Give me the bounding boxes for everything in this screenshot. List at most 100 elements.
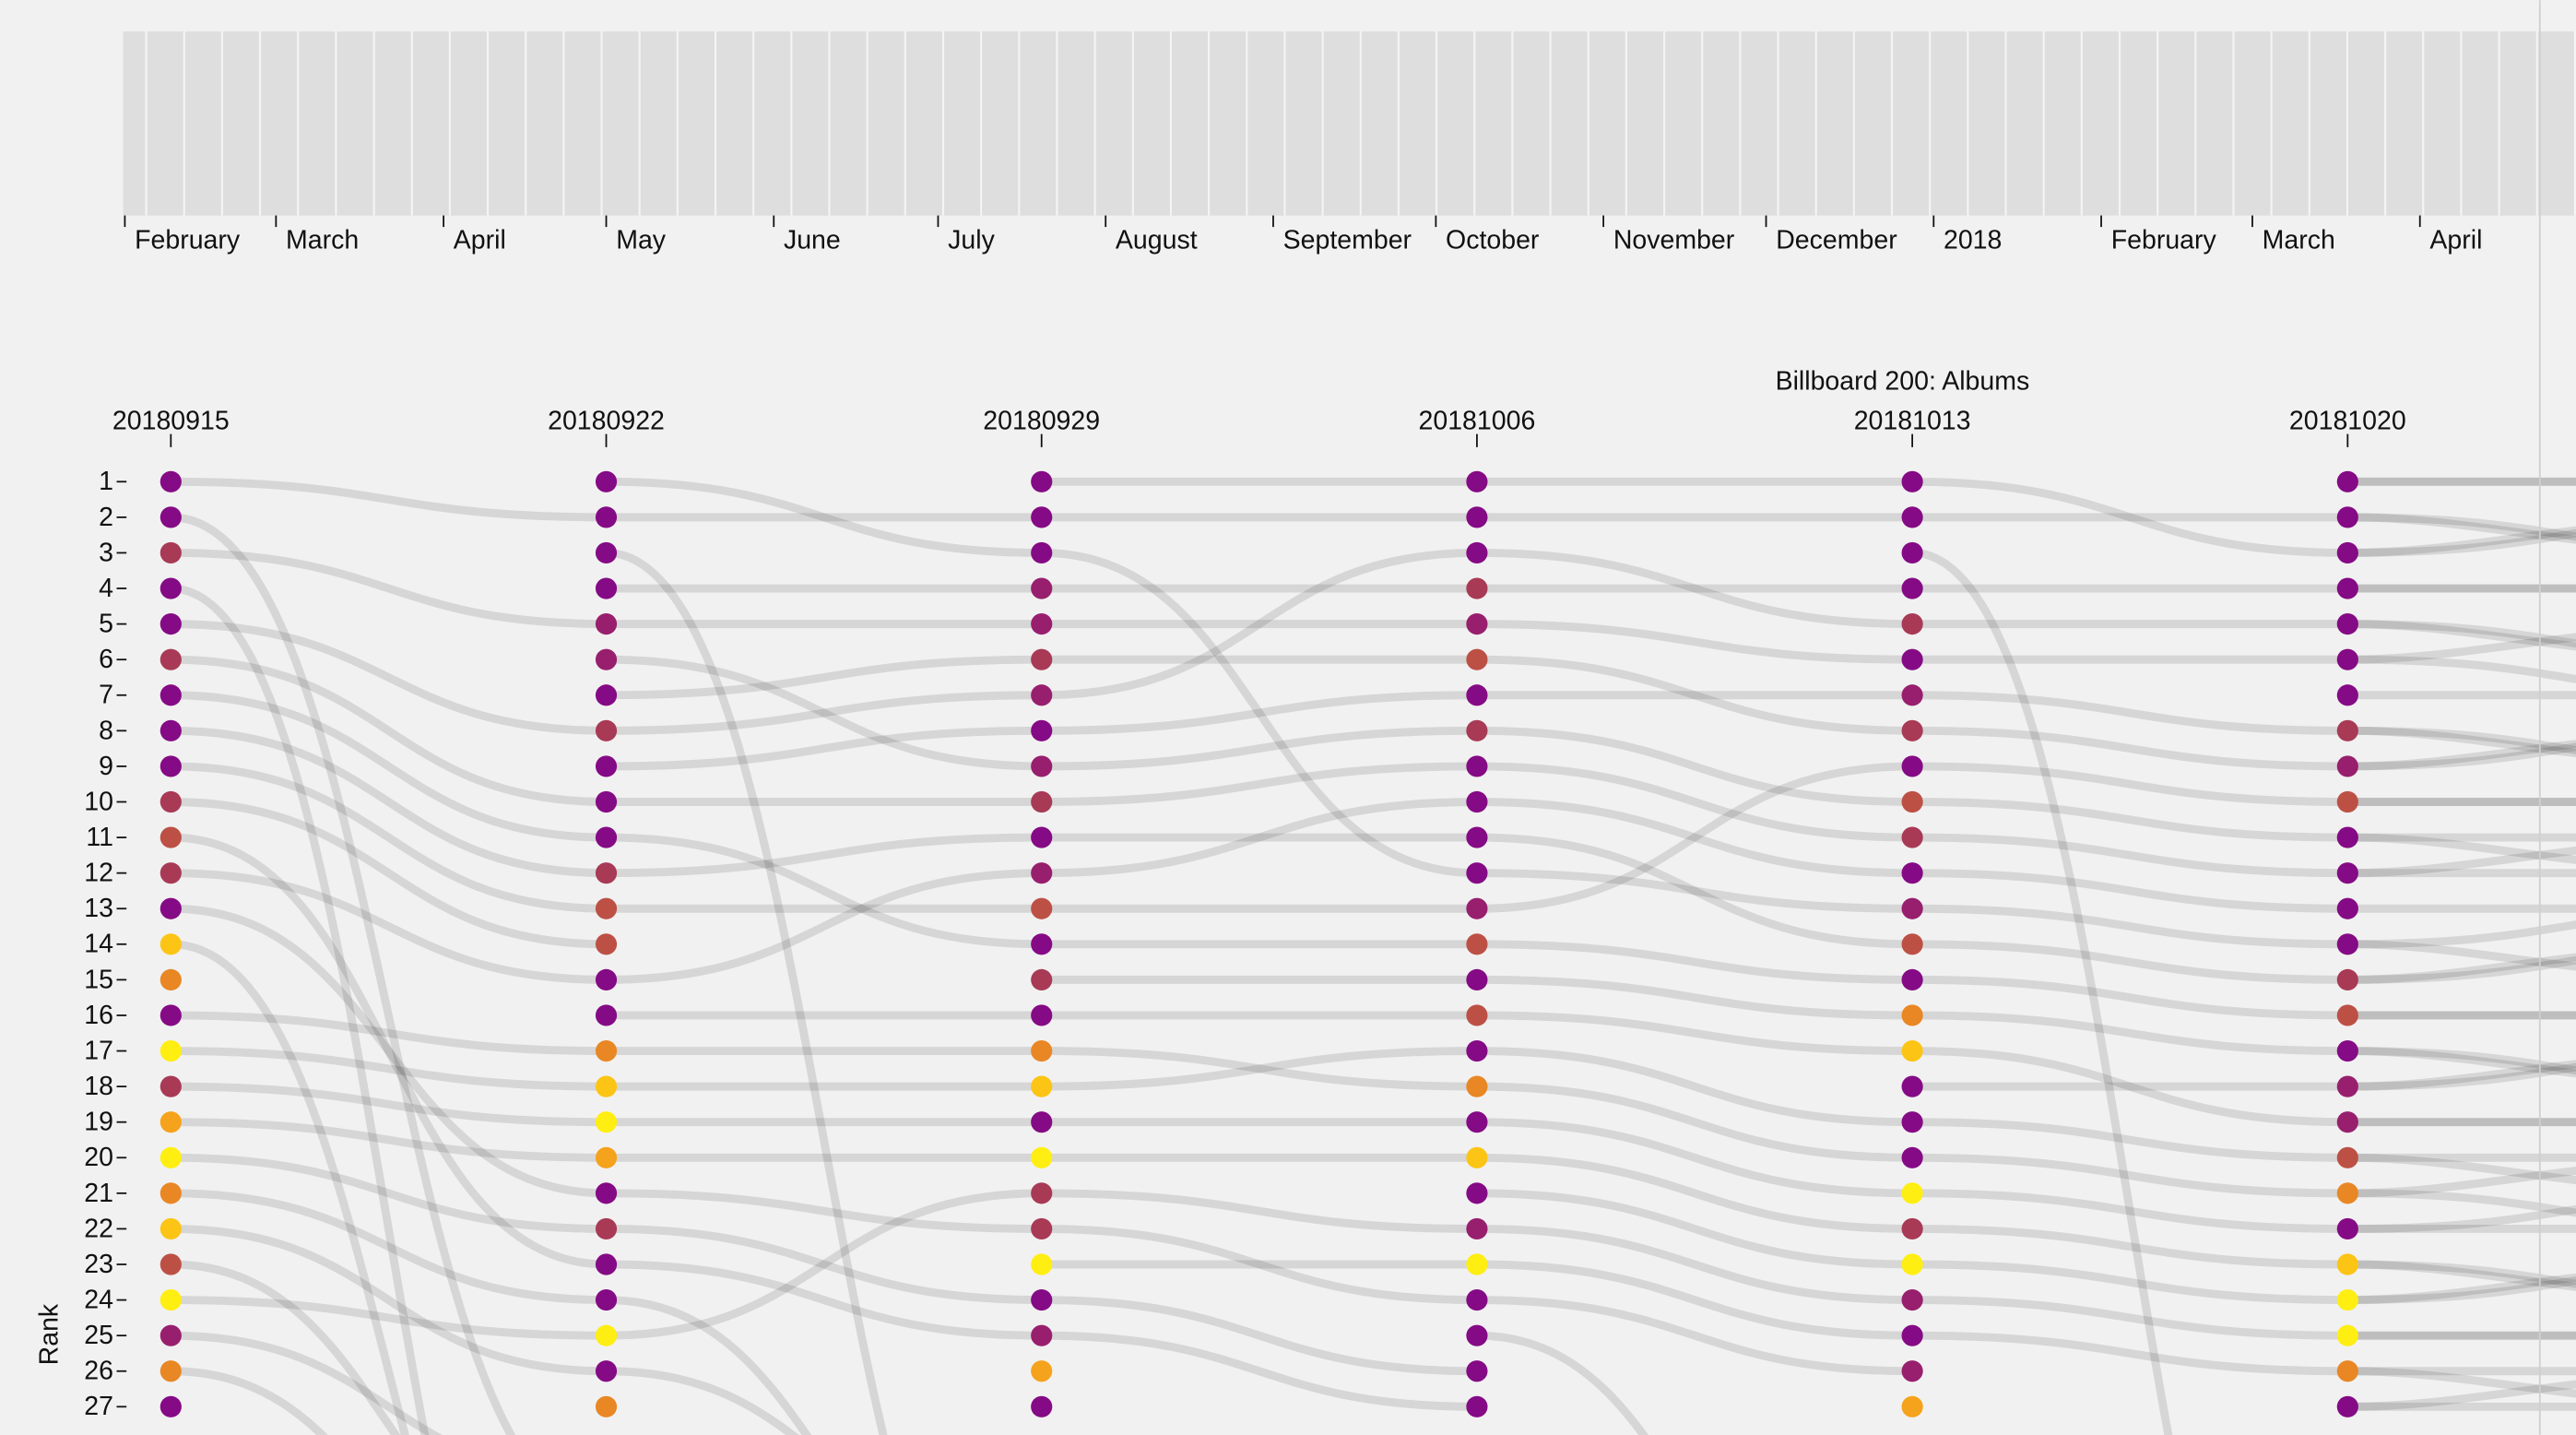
rank-dot (595, 826, 618, 848)
rank-link (1912, 940, 2348, 984)
rank-dot (160, 790, 182, 813)
rank-dot (1031, 1253, 1053, 1275)
rank-dot (160, 470, 182, 492)
rank-dot (2336, 862, 2358, 884)
rank-dot (595, 1395, 618, 1417)
rank-link (606, 1260, 1042, 1340)
rank-dot (160, 1111, 182, 1133)
rank-dot (1466, 684, 1488, 706)
rank-link (1476, 549, 1913, 629)
rank-label: 14 (84, 930, 113, 959)
rank-link (1912, 1260, 2348, 1305)
rank-link (2347, 1260, 2576, 1288)
rank-link (1041, 1296, 1477, 1376)
rank-dot (1901, 862, 1923, 884)
rank-dot (1901, 968, 1923, 990)
rank-label: 3 (99, 538, 113, 567)
rank-dot (1031, 541, 1053, 564)
rank-dot (595, 541, 618, 564)
timeline-month-label: November (1613, 225, 1735, 255)
rank-link-edge (2347, 940, 2576, 971)
rank-link (1476, 1331, 1649, 1435)
rank-dot (1031, 1039, 1053, 1062)
rank-link (1912, 798, 2348, 842)
rank-dot (595, 1253, 618, 1275)
rank-link (1912, 1296, 2348, 1340)
rank-link (1041, 549, 1477, 700)
rank-link (1476, 1011, 1913, 1055)
rank-label: 7 (99, 681, 113, 710)
rank-dot (1031, 1217, 1053, 1240)
rank-dot (595, 470, 618, 492)
rank-dot (160, 1039, 182, 1062)
rank-link (171, 1082, 607, 1127)
rank-dot (160, 1289, 182, 1311)
timeline-month-label: February (2111, 225, 2217, 255)
column-date: 20181006 (1419, 406, 1536, 435)
rank-dot (1901, 541, 1923, 564)
rank-label: 16 (84, 1001, 113, 1030)
rank-label: 18 (84, 1072, 113, 1101)
column-date: 20180922 (548, 406, 665, 435)
rank-link (1041, 1331, 1477, 1411)
rank-link (606, 833, 1042, 878)
rank-link (171, 691, 607, 842)
rank-dot (1031, 1360, 1053, 1382)
timeline-month-label: 2018 (1944, 225, 2002, 255)
rank-link (1912, 1047, 2348, 1127)
rank-dot (1466, 1324, 1488, 1346)
rank-link (171, 904, 607, 1198)
rank-dot (160, 1182, 182, 1204)
rank-label: 22 (84, 1214, 113, 1243)
rank-dot (1466, 1111, 1488, 1133)
rank-dot (2336, 648, 2358, 670)
rank-dot (1031, 1075, 1053, 1097)
timeline-month-label: May (616, 225, 667, 255)
rank-dot (2336, 1360, 2358, 1382)
rank-link (171, 833, 607, 1269)
rank-label: 21 (84, 1179, 113, 1208)
rank-link (171, 1047, 607, 1091)
rank-dot (2336, 897, 2358, 919)
rank-link (2347, 955, 2576, 984)
rank-dot (160, 862, 182, 884)
rank-dot (2336, 755, 2358, 777)
rank-label: 20 (84, 1143, 113, 1172)
rank-link (1476, 655, 1913, 735)
rank-label: 6 (99, 645, 113, 674)
rank-dot (1466, 506, 1488, 528)
rank-link (171, 1331, 443, 1435)
rank-dot (595, 933, 618, 955)
rank-link (171, 1189, 607, 1305)
rank-dot (1031, 470, 1053, 492)
rank-link (1912, 833, 2348, 878)
rank-link (1476, 1153, 1913, 1233)
rank-dot (2336, 1253, 2358, 1275)
rank-dot (1901, 613, 1923, 635)
rank-link (1912, 1153, 2348, 1198)
rank-link (1041, 798, 1477, 878)
rank-dot (1901, 719, 1923, 741)
rank-link-edge (2347, 1060, 2576, 1091)
rank-dot (595, 613, 618, 635)
rank-dot (1031, 506, 1053, 528)
rank-dot (595, 1289, 618, 1311)
rank-dot (1466, 1360, 1488, 1382)
timeline-month-label: September (1283, 225, 1412, 255)
rank-dot (160, 933, 182, 955)
rank-dot (1901, 470, 1923, 492)
rank-dot (1901, 1111, 1923, 1133)
rank-link (1476, 1224, 1913, 1305)
rank-dot (2336, 1075, 2358, 1097)
rank-link (1476, 1189, 1913, 1269)
rank-link (1041, 549, 1477, 878)
rank-dot (1031, 755, 1053, 777)
rank-dot (595, 648, 618, 670)
rank-link (1476, 1260, 1913, 1340)
rank-label: 1 (99, 467, 113, 496)
rank-dot (1031, 577, 1053, 599)
rank-dot (1031, 1324, 1053, 1346)
rank-link-edge (2347, 1153, 2576, 1185)
rank-link-edge (2347, 1166, 2576, 1198)
rank-dot (2336, 506, 2358, 528)
